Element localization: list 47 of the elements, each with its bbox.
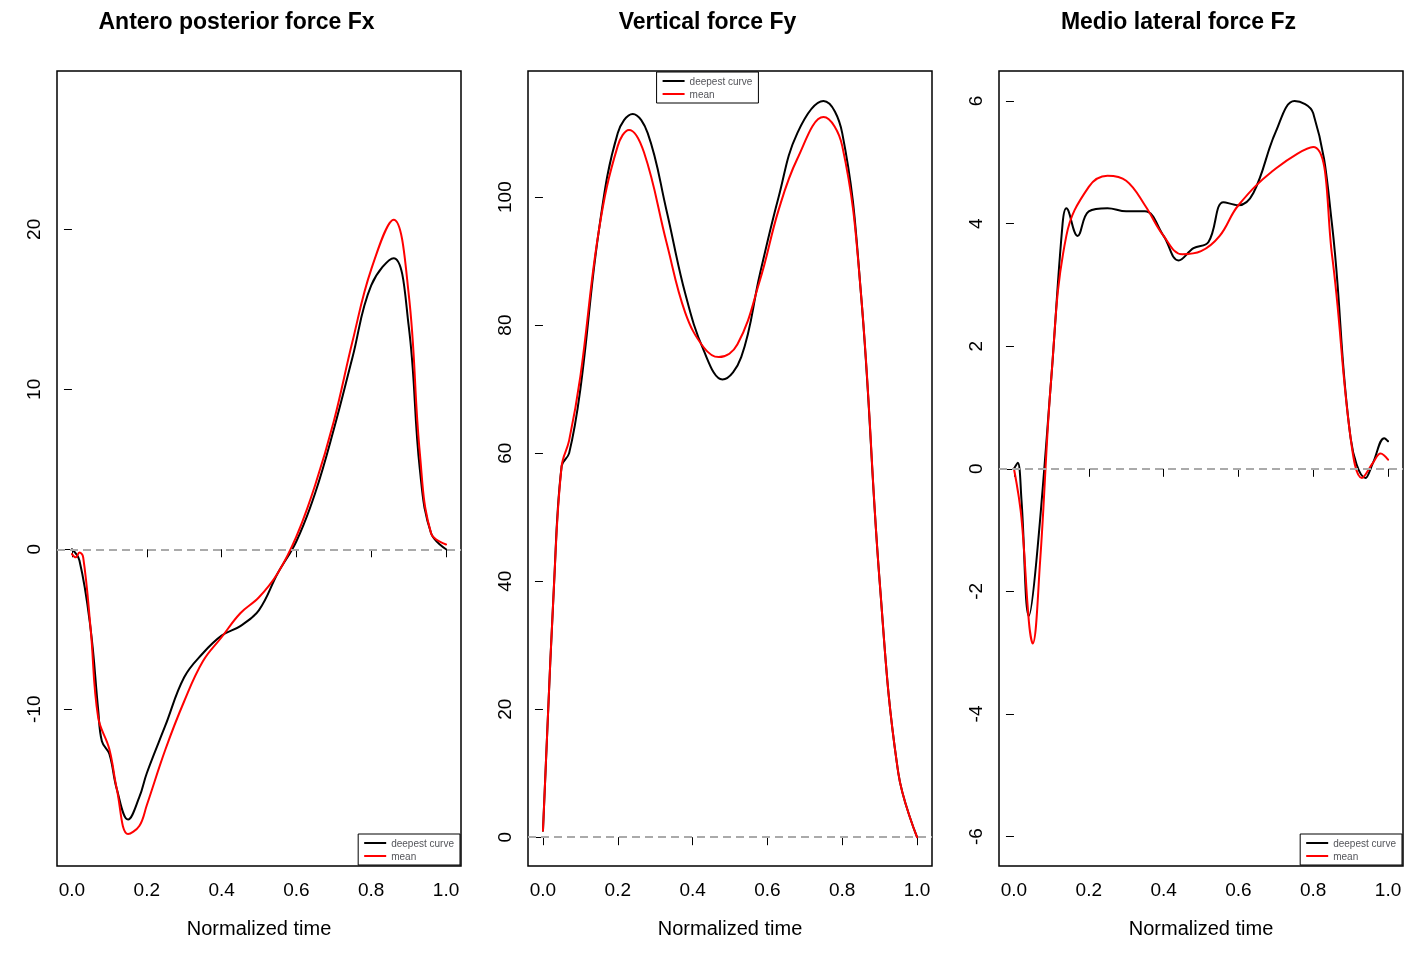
y-tick-label: -10: [23, 695, 44, 723]
x-tick-label: 1.0: [432, 879, 460, 900]
x-tick-label: 0.8: [1300, 879, 1327, 900]
x-tick-label: 0.6: [283, 879, 310, 900]
x-tick-label: 0.4: [679, 879, 707, 900]
x-tick-label: 0.4: [208, 879, 236, 900]
y-tick-label: -6: [965, 828, 986, 846]
chart-title: Antero posterior force Fx: [98, 7, 375, 34]
legend-label: mean: [689, 88, 715, 100]
x-tick-label: 0.4: [1150, 879, 1178, 900]
legend-label: mean: [1333, 850, 1359, 862]
legend-label: mean: [391, 850, 417, 862]
x-tick-label: 0.8: [829, 879, 856, 900]
y-tick-label: 0: [965, 463, 986, 475]
y-tick-label: 20: [494, 698, 515, 720]
chart-title: Medio lateral force Fz: [1060, 7, 1297, 34]
y-tick-label: 2: [965, 340, 986, 352]
legend-label: deepest curve: [391, 837, 455, 849]
y-tick-label: 100: [494, 181, 515, 213]
x-axis-title: Normalized time: [1128, 917, 1274, 939]
x-tick-label: 1.0: [1374, 879, 1402, 900]
y-tick-label: 6: [965, 95, 986, 107]
x-tick-label: 0.0: [1000, 879, 1028, 900]
x-tick-label: 0.0: [58, 879, 86, 900]
y-tick-label: 20: [23, 218, 44, 240]
x-tick-label: 0.2: [133, 879, 160, 900]
y-tick-label: 4: [965, 217, 986, 229]
y-tick-label: -2: [965, 582, 986, 600]
x-axis-title: Normalized time: [657, 917, 803, 939]
y-tick-label: 60: [494, 442, 515, 464]
x-tick-label: 0.6: [754, 879, 781, 900]
legend-label: deepest curve: [689, 75, 753, 87]
chart-title: Vertical force Fy: [618, 7, 797, 34]
x-axis-title: Normalized time: [186, 917, 332, 939]
x-tick-label: 0.6: [1225, 879, 1252, 900]
x-tick-label: 0.2: [1075, 879, 1102, 900]
y-tick-label: 10: [23, 378, 44, 400]
y-tick-label: 40: [494, 570, 515, 592]
y-tick-label: -4: [965, 705, 986, 723]
x-tick-label: 1.0: [903, 879, 931, 900]
y-tick-label: 0: [23, 543, 44, 555]
y-tick-label: 80: [494, 314, 515, 336]
legend-label: deepest curve: [1333, 837, 1397, 849]
x-tick-label: 0.8: [358, 879, 385, 900]
x-tick-label: 0.0: [529, 879, 557, 900]
y-tick-label: 0: [494, 831, 515, 843]
x-tick-label: 0.2: [604, 879, 631, 900]
